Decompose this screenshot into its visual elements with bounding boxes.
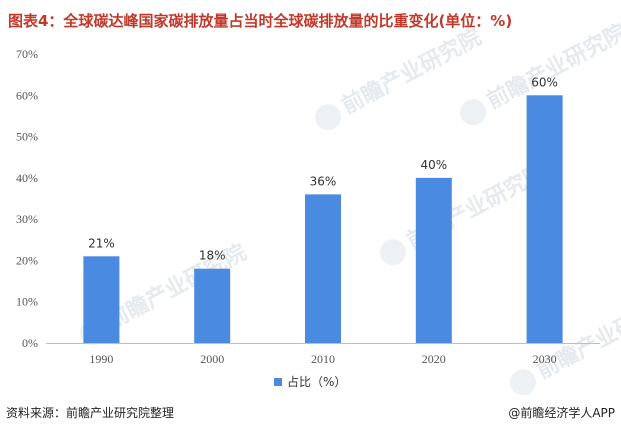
y-axis: 0% 10% 20% 30% 40% 50% 60% 70%: [16, 47, 38, 350]
bars: 21% 18% 36% 40% 60%: [83, 75, 563, 344]
x-tick-label: 1990: [89, 352, 113, 366]
bar: [83, 256, 120, 343]
y-tick-label: 40%: [16, 171, 38, 185]
watermark: 前瞻产业研究院: [380, 159, 551, 266]
watermark-logo-icon: [380, 239, 407, 266]
bar: [194, 268, 231, 343]
watermark-logo-icon: [460, 99, 487, 126]
chart-title: 图表4：全球碳达峰国家碳排放量占当时全球碳排放量的比重变化(单位：%): [8, 12, 513, 30]
data-label: 40%: [420, 158, 447, 172]
data-label: 21%: [88, 236, 115, 250]
data-label: 36%: [310, 174, 337, 188]
bar: [526, 95, 563, 344]
y-tick-label: 50%: [16, 130, 38, 144]
y-tick-label: 0%: [22, 336, 38, 350]
y-tick-label: 60%: [16, 88, 38, 102]
source-note: 资料来源：前瞻产业研究院整理: [6, 406, 175, 420]
x-axis: 1990 2000 2010 2020 2030: [46, 343, 600, 366]
watermark-logo-icon: [315, 104, 342, 131]
watermark: 前瞻产业研究院: [315, 24, 486, 131]
legend-swatch: [274, 378, 282, 386]
x-tick-label: 2010: [311, 352, 335, 366]
data-label: 60%: [531, 75, 558, 89]
y-tick-label: 20%: [16, 253, 38, 267]
y-tick-label: 10%: [16, 295, 38, 309]
x-tick-label: 2000: [200, 352, 224, 366]
bar: [305, 194, 341, 343]
legend-label: 占比（%）: [287, 374, 346, 389]
watermark-logo-icon: [510, 369, 537, 396]
legend: 占比（%）: [274, 374, 346, 389]
x-tick-label: 2020: [422, 352, 446, 366]
y-tick-label: 70%: [16, 47, 38, 61]
y-tick-label: 30%: [16, 212, 38, 226]
data-label: 18%: [199, 249, 226, 263]
watermark: 前瞻产业研究院: [510, 289, 621, 396]
brand-credit: @前瞻经济学人APP: [508, 406, 615, 420]
x-tick-label: 2030: [533, 352, 557, 366]
bar: [415, 177, 452, 343]
